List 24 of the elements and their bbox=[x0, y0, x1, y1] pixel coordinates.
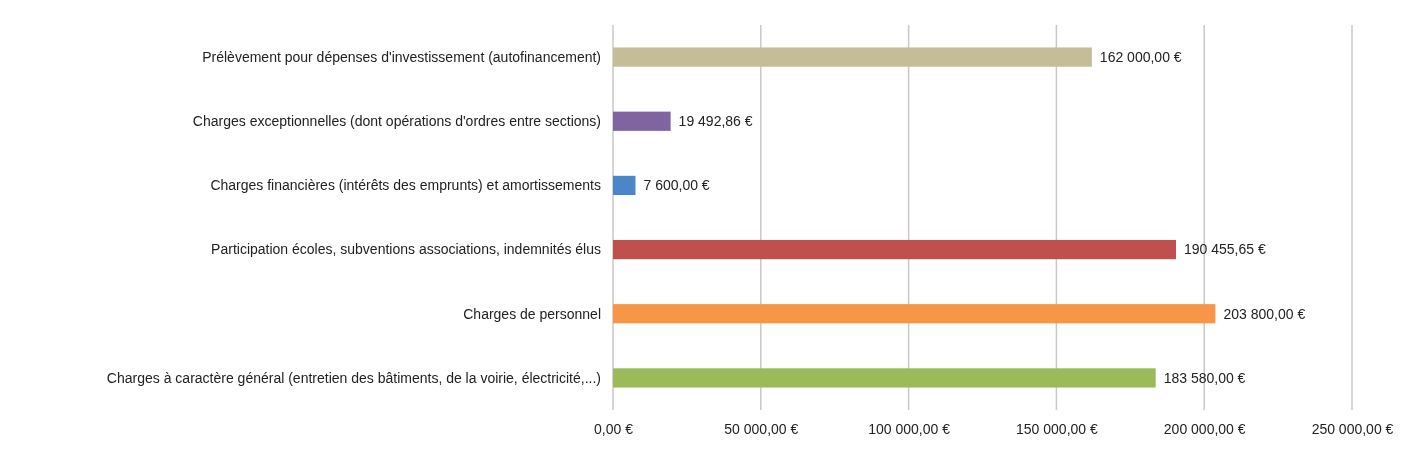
bar bbox=[613, 304, 1216, 324]
y-tick-label: Charges à caractère général (entretien des bâtiments, de la voirie, électricité,...) bbox=[106, 369, 601, 386]
x-tick-label: 100 000,00 € bbox=[868, 420, 951, 437]
data-label: 7 600,00 € bbox=[643, 177, 710, 194]
data-label: 183 580,00 € bbox=[1163, 369, 1246, 386]
y-tick-label: Charges exceptionnelles (dont opérations d'ordres entre sections) bbox=[192, 113, 601, 130]
x-tick-label: 50 000,00 € bbox=[724, 420, 799, 437]
bar bbox=[613, 47, 1092, 67]
x-tick-label: 0,00 € bbox=[594, 420, 634, 437]
data-label: 203 800,00 € bbox=[1223, 305, 1306, 322]
data-label: 162 000,00 € bbox=[1099, 48, 1182, 65]
y-tick-label: Prélèvement pour dépenses d'investissement (autofinancement) bbox=[202, 48, 601, 65]
data-label: 19 492,86 € bbox=[678, 113, 753, 130]
bar bbox=[613, 239, 1176, 260]
x-tick-label: 200 000,00 € bbox=[1163, 420, 1246, 437]
x-tick-label: 250 000,00 € bbox=[1311, 420, 1394, 437]
data-label: 190 455,65 € bbox=[1183, 241, 1266, 258]
y-tick-label: Participation écoles, subventions associations, indemnités élus bbox=[211, 241, 601, 258]
bar bbox=[613, 368, 1156, 388]
x-tick-label: 150 000,00 € bbox=[1016, 420, 1098, 437]
y-tick-label: Charges de personnel bbox=[463, 305, 601, 322]
bar bbox=[613, 111, 671, 131]
y-tick-label: Charges financières (intérêts des emprunts) et amortissements bbox=[210, 177, 601, 194]
bar bbox=[613, 175, 636, 196]
